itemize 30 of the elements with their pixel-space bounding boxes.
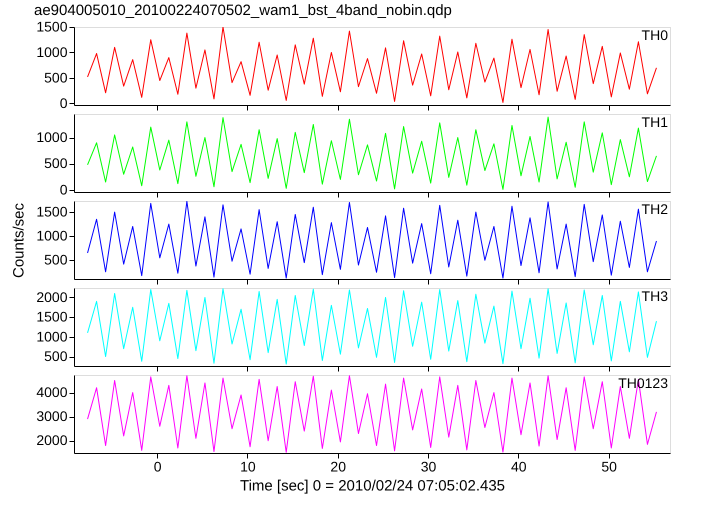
annotation: TH0 (642, 27, 668, 43)
x-tick-label: 0 (154, 458, 162, 474)
y-tick-label: 500 (44, 348, 68, 364)
y-tick-label: 3000 (36, 408, 68, 424)
y-tick-label: 4000 (36, 384, 68, 400)
chart-title: ae904005010_20100224070502_wam1_bst_4band_nobin.qdp (34, 2, 452, 19)
x-tick-label: 10 (240, 458, 256, 474)
y-tick-label: 1000 (36, 129, 68, 146)
y-tick-label: 0 (60, 181, 68, 198)
y-tick-label: 1000 (36, 44, 68, 60)
y-tick-label: 0 (60, 94, 68, 111)
y-tick-label: 2000 (36, 432, 68, 448)
annotation: TH2 (642, 201, 668, 217)
y-tick-label: 1500 (36, 204, 68, 220)
y-axis-title: Counts/sec (10, 202, 28, 278)
x-tick-label: 30 (420, 458, 436, 474)
x-tick-label: 50 (601, 458, 618, 474)
y-tick-label: 500 (44, 252, 68, 268)
x-tick-label: 20 (330, 458, 346, 474)
y-tick-label: 1000 (36, 228, 68, 244)
y-tick-label: 500 (44, 69, 68, 86)
x-axis-title: Time [sec] 0 = 2010/02/24 07:05:02.435 (240, 478, 506, 494)
y-tick-label: 500 (44, 155, 68, 172)
y-tick-label: 2000 (36, 288, 68, 305)
y-tick-label: 1000 (36, 328, 68, 344)
y-tick-label: 1500 (36, 18, 68, 34)
annotation: TH1 (642, 114, 668, 130)
x-tick-label: 40 (511, 458, 527, 474)
annotation: TH3 (642, 288, 668, 304)
y-tick-label: 1500 (36, 308, 68, 325)
